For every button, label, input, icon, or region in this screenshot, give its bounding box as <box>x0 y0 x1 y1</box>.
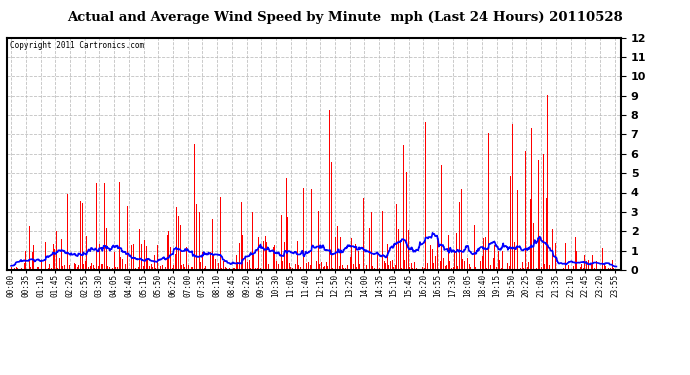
Text: Copyright 2011 Cartronics.com: Copyright 2011 Cartronics.com <box>10 41 144 50</box>
Text: Actual and Average Wind Speed by Minute  mph (Last 24 Hours) 20110528: Actual and Average Wind Speed by Minute … <box>67 11 623 24</box>
